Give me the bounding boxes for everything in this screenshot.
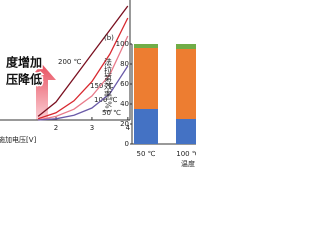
x-axis-label: 温度 bbox=[181, 159, 195, 168]
x-tick-label: 4 bbox=[126, 124, 131, 132]
series-label: 150 ℃ bbox=[90, 82, 114, 90]
panel-label: (b) bbox=[104, 34, 114, 42]
bar-segment bbox=[134, 48, 158, 109]
x-tick-label: 100 ℃ bbox=[176, 150, 196, 158]
bar-segment bbox=[134, 109, 158, 144]
bar-segment bbox=[176, 44, 196, 49]
line bbox=[37, 5, 129, 117]
line bbox=[38, 65, 129, 121]
bar-segment bbox=[176, 119, 196, 144]
y-tick-label: 80 bbox=[120, 60, 129, 68]
series-label: 100 ℃ bbox=[94, 96, 118, 104]
y-axis-label: 法拉第效率[%] bbox=[104, 57, 113, 112]
arrow bbox=[28, 64, 56, 120]
x-tick-label: 50 ℃ bbox=[137, 150, 156, 158]
bar-segment bbox=[176, 49, 196, 119]
y-tick-label: 40 bbox=[120, 100, 129, 108]
x-tick-label: 2 bbox=[54, 124, 58, 132]
bar-segment bbox=[134, 44, 158, 48]
annotation: 压降低 bbox=[6, 72, 42, 87]
y-tick-label: 60 bbox=[120, 80, 129, 88]
x-tick-label: 3 bbox=[90, 124, 94, 132]
y-tick-label: 0 bbox=[125, 140, 129, 148]
annotation: 度增加 bbox=[6, 55, 42, 70]
series-label: 50 ℃ bbox=[102, 109, 121, 117]
line bbox=[37, 35, 129, 121]
y-tick-label: 100 bbox=[116, 40, 129, 48]
page: {"chart_data":[ {"type":"line","x":[1.5,… bbox=[0, 0, 196, 168]
x-axis-label: 施加电压[V] bbox=[0, 135, 37, 144]
y-tick-label: 20 bbox=[120, 120, 129, 128]
line bbox=[37, 17, 129, 120]
series-label: 200 ℃ bbox=[58, 58, 82, 66]
